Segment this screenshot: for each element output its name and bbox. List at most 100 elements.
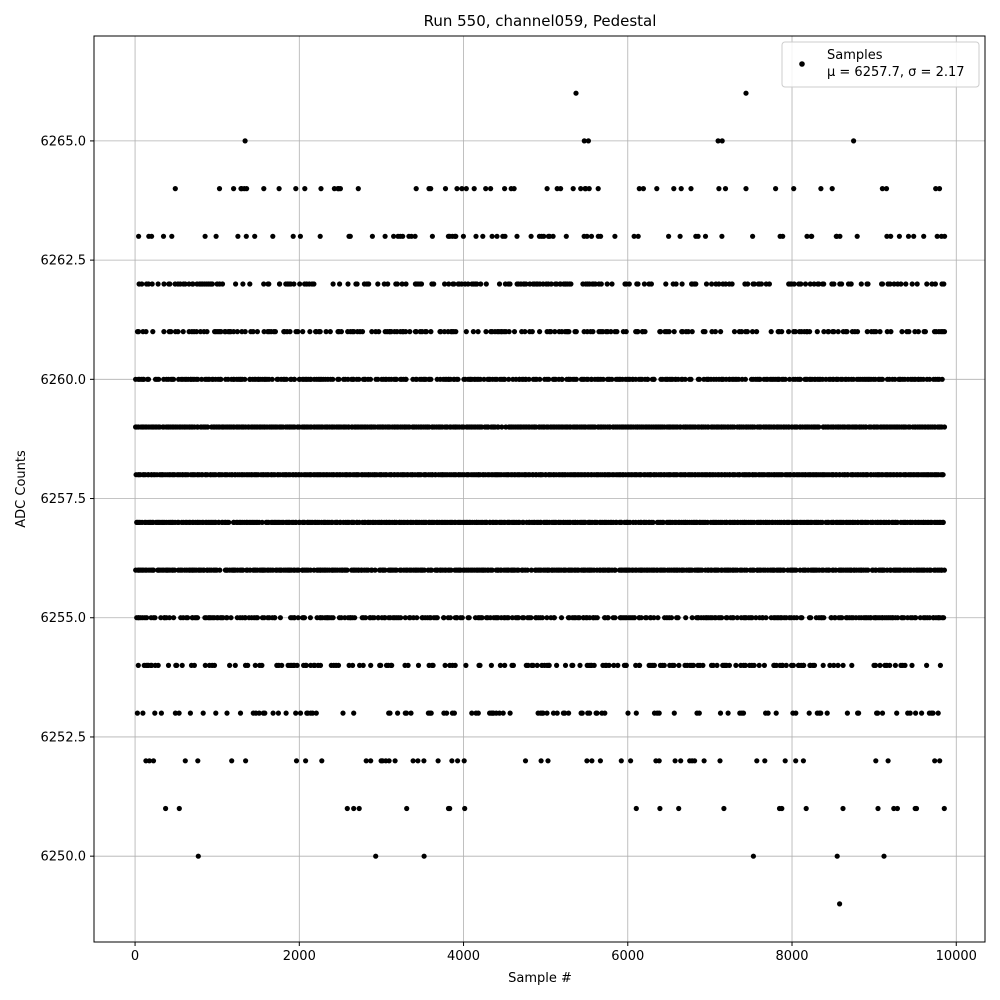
data-point [635, 233, 641, 239]
data-point [689, 615, 695, 621]
data-point [626, 281, 632, 287]
data-point [175, 329, 181, 335]
data-point [559, 376, 565, 382]
data-point [544, 710, 550, 716]
data-point [489, 233, 495, 239]
data-point [773, 662, 780, 669]
data-point-outlier [834, 853, 840, 859]
data-point [623, 329, 629, 335]
data-point [779, 805, 785, 812]
data-point [645, 376, 651, 382]
data-point [578, 186, 584, 192]
data-point [538, 758, 544, 764]
data-point-outlier [421, 853, 427, 859]
data-point [872, 662, 879, 669]
data-point [291, 615, 297, 621]
data-point [818, 186, 824, 192]
data-point [160, 233, 167, 239]
data-point [750, 233, 756, 239]
data-point [884, 329, 890, 335]
data-point [515, 615, 522, 621]
chart-title: Run 550, channel059, Pedestal [424, 12, 657, 30]
data-point [892, 662, 899, 669]
data-point [922, 329, 929, 335]
data-point [279, 662, 285, 669]
data-point [438, 329, 444, 335]
data-point [797, 376, 804, 382]
data-point [858, 281, 864, 287]
data-point [313, 710, 319, 716]
data-point [913, 805, 920, 812]
data-point [415, 662, 422, 669]
data-point [398, 615, 404, 621]
legend-marker [799, 61, 805, 67]
data-point [169, 233, 175, 239]
data-point [809, 233, 815, 239]
data-point [693, 281, 699, 287]
data-point [392, 758, 398, 764]
data-point [633, 805, 639, 812]
data-point [204, 329, 210, 335]
data-point [233, 281, 239, 287]
data-point [865, 281, 871, 287]
data-point [412, 233, 418, 239]
data-point [403, 376, 409, 382]
data-point [337, 281, 343, 287]
data-point [628, 758, 634, 764]
data-point [394, 281, 400, 287]
data-point [651, 662, 658, 669]
data-point [839, 281, 845, 287]
data-point [414, 615, 420, 621]
data-point-outlier [715, 138, 721, 144]
data-point [903, 281, 909, 287]
data-point [441, 329, 448, 335]
data-point [826, 329, 832, 335]
data-point [941, 329, 948, 335]
data-point [577, 662, 583, 669]
data-point [140, 710, 146, 716]
data-point [671, 662, 677, 669]
data-point [385, 281, 391, 287]
data-point [679, 281, 685, 287]
data-point [499, 424, 505, 430]
data-point [296, 567, 302, 573]
data-point [217, 567, 223, 573]
data-point [702, 233, 709, 239]
data-point [730, 615, 737, 621]
data-point [940, 472, 946, 478]
data-point-outlier [442, 186, 449, 192]
data-point [478, 281, 484, 287]
data-point [913, 710, 919, 716]
data-point [505, 615, 511, 621]
data-point [801, 662, 807, 669]
data-point [166, 615, 173, 621]
data-point [528, 567, 535, 573]
data-point [247, 281, 253, 287]
data-point [143, 329, 149, 335]
legend-box [781, 41, 980, 88]
data-point [873, 758, 879, 764]
data-point [814, 329, 820, 335]
data-point [854, 329, 861, 335]
data-point [283, 376, 289, 382]
data-point [293, 758, 300, 764]
data-point [793, 710, 799, 716]
data-point [829, 186, 835, 192]
data-point-outlier [508, 186, 514, 192]
data-point [791, 281, 797, 287]
data-point [902, 662, 908, 669]
data-point [218, 329, 224, 335]
data-point [293, 710, 299, 716]
data-point [446, 281, 452, 287]
data-point-outlier [582, 186, 588, 192]
data-point [875, 710, 881, 716]
data-point [751, 662, 757, 669]
data-point [261, 281, 267, 287]
data-point [363, 615, 369, 621]
data-point [719, 233, 725, 239]
data-point [719, 615, 725, 621]
data-point [753, 615, 759, 621]
data-point [463, 329, 469, 335]
data-point [395, 710, 401, 716]
data-point [400, 233, 406, 239]
